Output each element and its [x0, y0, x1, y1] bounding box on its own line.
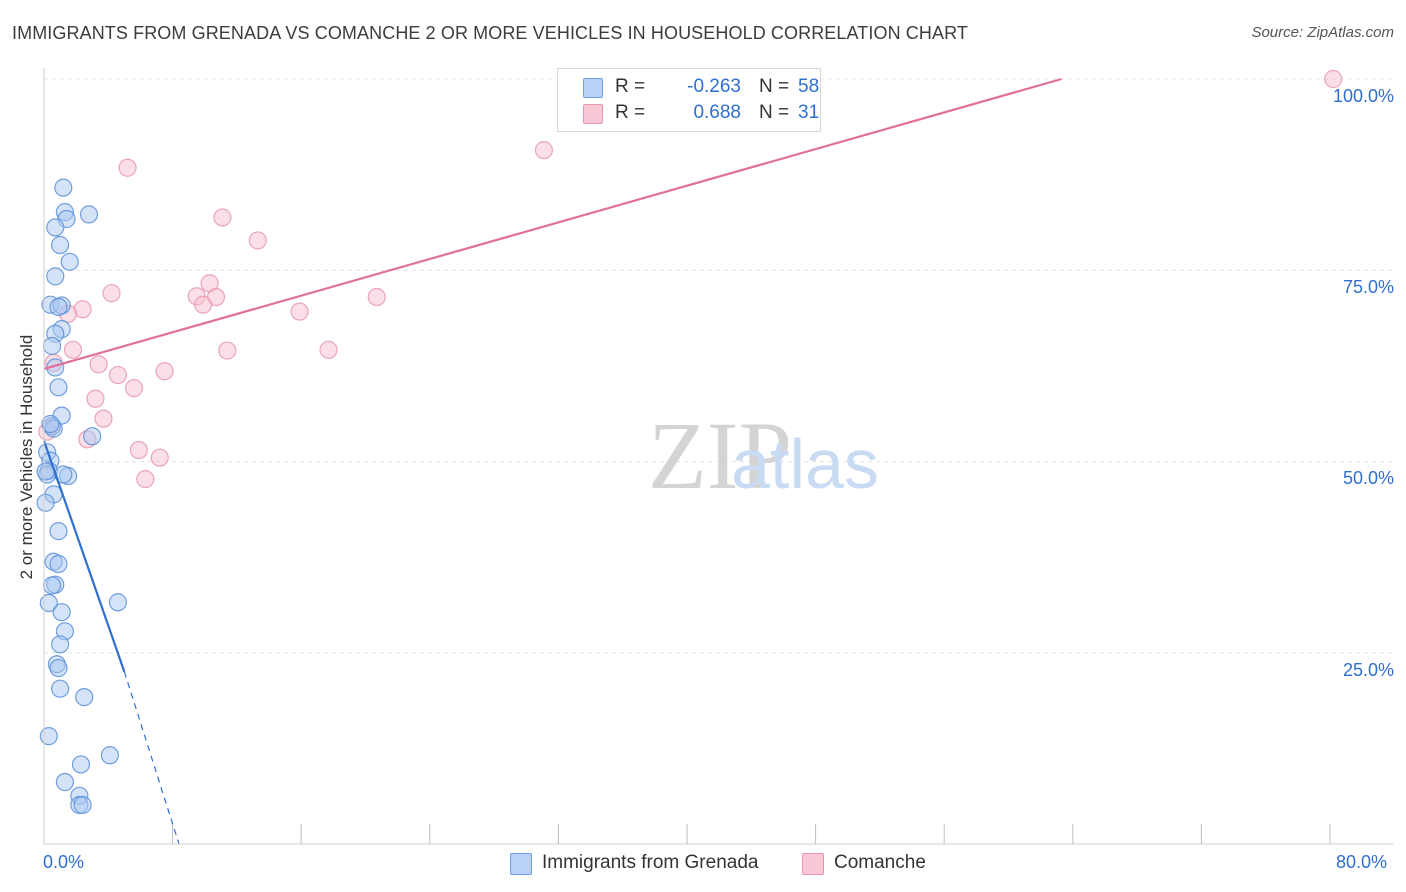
grenada-point	[75, 688, 94, 707]
comanche-point	[124, 378, 144, 398]
comanche-point	[367, 287, 386, 307]
legend-swatch-grenada	[583, 78, 603, 98]
comanche-point	[218, 341, 237, 360]
y-tick-label-100: 100.0%	[1332, 86, 1394, 106]
legend-n-value-grenada: 58	[798, 76, 820, 97]
y-tick-label-50: 50.0%	[1342, 468, 1394, 488]
watermark-zip: ZIP	[648, 402, 792, 509]
chart-title: IMMIGRANTS FROM GRENADA VS COMANCHE 2 OR…	[12, 23, 968, 43]
grenada-point	[73, 795, 92, 815]
comanche-point	[63, 340, 83, 359]
grenada-trend-line	[42, 440, 126, 673]
chart-source: Source: ZipAtlas.com	[1251, 24, 1394, 41]
grenada-trend-extension	[123, 671, 180, 845]
grenada-point	[36, 493, 55, 512]
grenada-point	[54, 178, 73, 197]
bottom-legend-label-grenada: Immigrants from Grenada	[542, 852, 759, 873]
grenada-point	[42, 576, 62, 595]
comanche-point	[89, 355, 108, 374]
legend-r-label: R =	[615, 76, 646, 97]
x-tick-label-max: 80.0%	[1336, 852, 1388, 872]
comanche-point	[290, 302, 309, 321]
grenada-point	[108, 593, 128, 612]
grenada-point	[39, 727, 58, 746]
grenada-point	[46, 267, 65, 286]
comanche-point	[194, 295, 213, 314]
grenada-point	[39, 593, 58, 613]
legend-r-value-comanche: 0.688	[693, 102, 741, 123]
axis-layer	[43, 68, 1393, 845]
legend-n-label: N =	[759, 102, 790, 123]
grenada-point	[49, 522, 68, 541]
grenada-point	[50, 679, 70, 698]
comanche-point	[108, 365, 128, 385]
grid-layer	[44, 78, 1393, 654]
legend-swatch-comanche	[583, 104, 603, 124]
stats-legend: R = -0.263 N = 58 R = 0.688 N = 31	[557, 68, 821, 132]
legend-n-label: N =	[759, 76, 790, 97]
x-tick-label-min: 0.0%	[43, 852, 85, 872]
grenada-point	[60, 252, 79, 271]
grenada-point	[79, 205, 99, 224]
comanche-point	[86, 389, 105, 408]
y-tick-label-75: 75.0%	[1342, 277, 1394, 297]
legend-r-value-grenada: -0.263	[687, 76, 741, 97]
y-axis-label: 2 or more Vehicles in Household	[17, 334, 36, 580]
grenada-point	[52, 603, 71, 622]
comanche-point	[155, 362, 174, 381]
trend-layer	[42, 77, 1062, 845]
bottom-legend-swatch-comanche	[802, 853, 824, 875]
grenada-point	[50, 635, 70, 654]
grenada-point	[41, 414, 60, 434]
watermark-atlas: atlas	[731, 425, 879, 503]
comanche-point	[248, 231, 267, 250]
comanche-point	[102, 284, 121, 303]
legend-n-value-comanche: 31	[798, 102, 820, 123]
grenada-point	[83, 427, 102, 446]
comanche-point	[118, 158, 137, 177]
grenada-point	[42, 336, 62, 356]
points-layer	[36, 69, 1343, 815]
grenada-point	[50, 235, 70, 255]
comanche-point	[213, 208, 232, 227]
comanche-point	[534, 141, 554, 160]
bottom-legend-label-comanche: Comanche	[834, 852, 926, 873]
comanche-point	[136, 469, 155, 489]
grenada-point	[71, 755, 91, 774]
grenada-point	[49, 554, 68, 574]
grenada-point	[100, 746, 120, 765]
legend-r-label: R =	[615, 102, 646, 123]
grenada-point	[46, 218, 65, 237]
comanche-point	[319, 340, 338, 359]
comanche-point	[1324, 69, 1343, 89]
comanche-point	[150, 448, 169, 467]
grenada-point	[55, 772, 74, 792]
grenada-point	[49, 378, 68, 397]
grenada-point	[49, 297, 68, 317]
bottom-legend-swatch-grenada	[510, 853, 532, 875]
comanche-point	[94, 409, 113, 428]
comanche-point	[129, 440, 148, 460]
y-tick-label-25: 25.0%	[1342, 660, 1394, 680]
comanche-trend-line	[43, 77, 1062, 370]
grenada-point	[49, 658, 68, 678]
